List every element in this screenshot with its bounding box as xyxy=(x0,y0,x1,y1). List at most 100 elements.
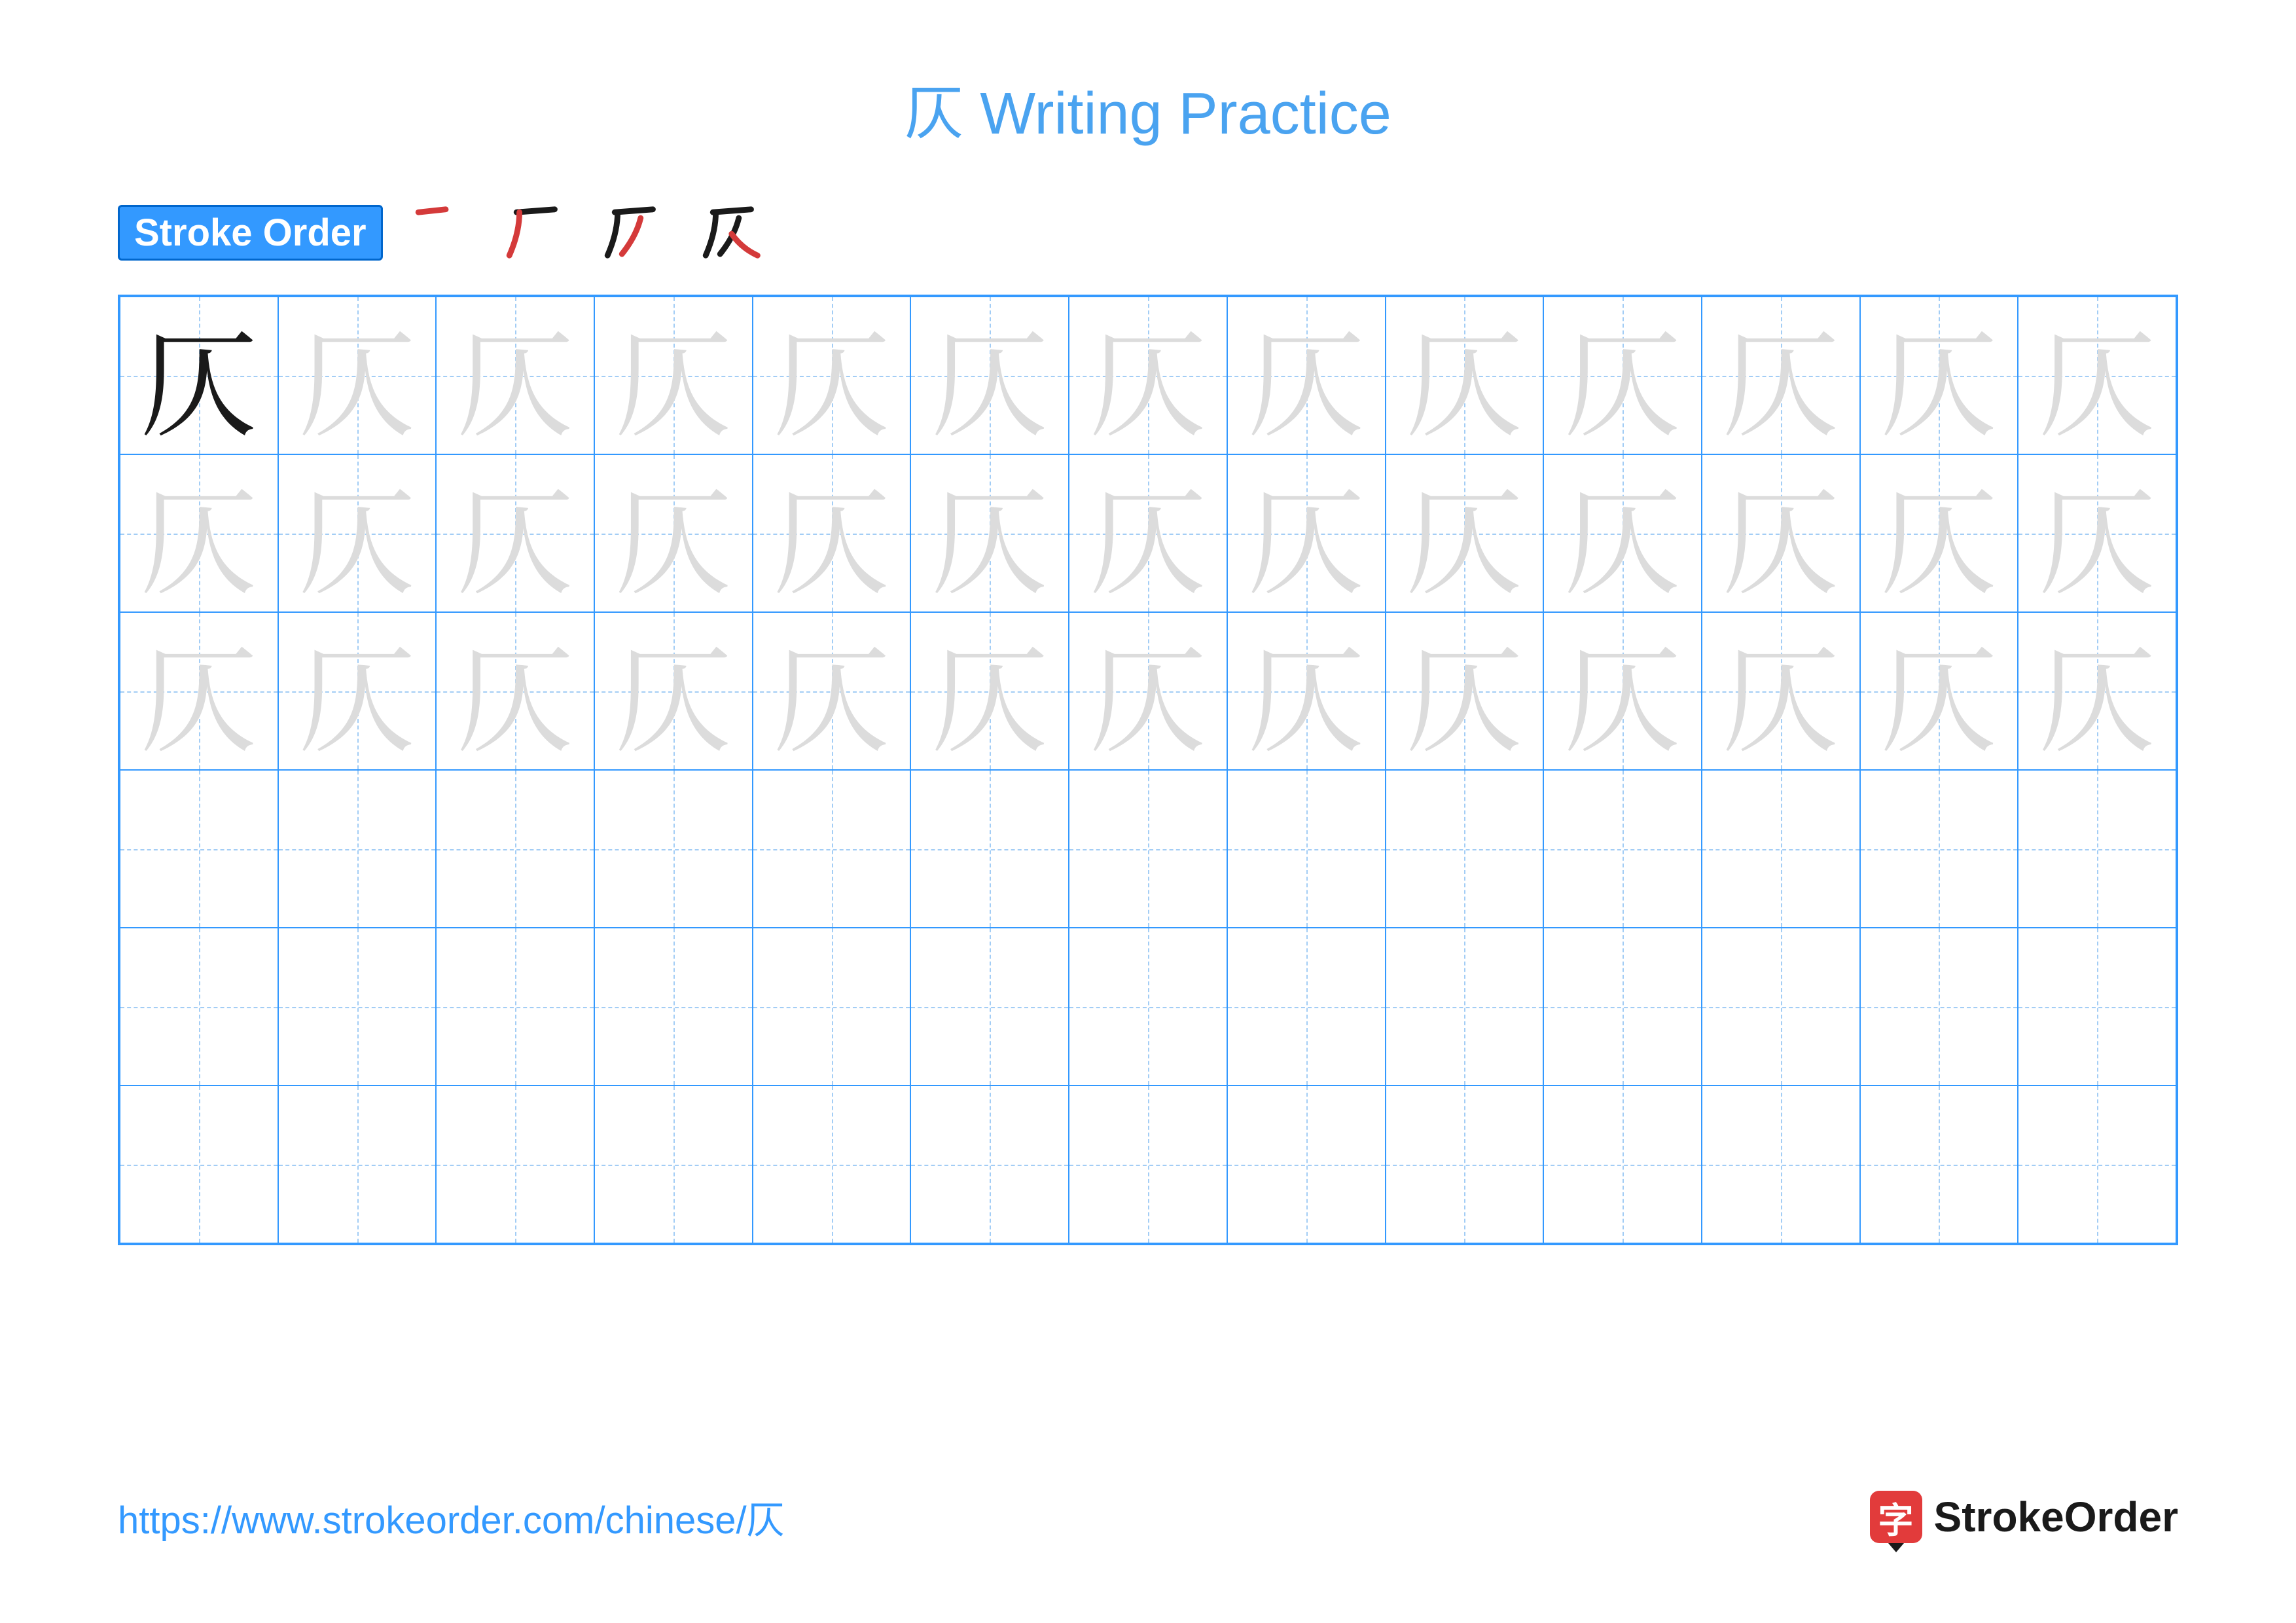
logo-text: StrokeOrder xyxy=(1934,1493,2178,1541)
grid-cell xyxy=(1702,1085,1860,1243)
trace-character: 仄 xyxy=(298,632,416,750)
grid-cell xyxy=(2018,928,2176,1085)
grid-cell xyxy=(753,770,911,928)
grid-cell: 仄 xyxy=(910,454,1069,612)
grid-cell xyxy=(910,1085,1069,1243)
grid-cell: 仄 xyxy=(1386,454,1544,612)
grid-cell xyxy=(120,1085,278,1243)
grid-cell: 仄 xyxy=(1069,454,1227,612)
footer-url: https://www.strokeorder.com/chinese/仄 xyxy=(118,1489,785,1544)
grid-cell: 仄 xyxy=(1069,612,1227,770)
grid-cell: 仄 xyxy=(278,612,437,770)
grid-cell: 仄 xyxy=(1227,454,1386,612)
trace-character: 仄 xyxy=(456,475,574,593)
grid-cell: 仄 xyxy=(594,454,753,612)
grid-cell: 仄 xyxy=(120,454,278,612)
grid-cell xyxy=(1227,770,1386,928)
grid-cell xyxy=(278,770,437,928)
grid-cell: 仄 xyxy=(1227,612,1386,770)
grid-cell xyxy=(594,770,753,928)
trace-character: 仄 xyxy=(1722,475,1840,593)
trace-character: 仄 xyxy=(931,632,1049,750)
grid-cell: 仄 xyxy=(278,297,437,454)
grid-cell xyxy=(436,770,594,928)
trace-character: 仄 xyxy=(615,632,732,750)
grid-cell xyxy=(1702,770,1860,928)
title-character: 仄 xyxy=(905,81,963,147)
trace-character: 仄 xyxy=(1089,632,1207,750)
grid-cell xyxy=(594,928,753,1085)
grid-cell: 仄 xyxy=(436,612,594,770)
grid-cell: 仄 xyxy=(1702,454,1860,612)
title-text: Writing Practice xyxy=(963,81,1391,147)
trace-character: 仄 xyxy=(615,475,732,593)
grid-cell xyxy=(1227,1085,1386,1243)
trace-character: 仄 xyxy=(140,475,258,593)
trace-character: 仄 xyxy=(1247,632,1365,750)
logo-mark: 字 xyxy=(1870,1491,1922,1543)
grid-cell: 仄 xyxy=(2018,297,2176,454)
trace-character: 仄 xyxy=(298,475,416,593)
trace-character: 仄 xyxy=(2038,475,2156,593)
grid-cell xyxy=(1386,770,1544,928)
grid-cell: 仄 xyxy=(120,297,278,454)
grid-cell xyxy=(278,928,437,1085)
trace-character: 仄 xyxy=(140,632,258,750)
stroke-step-4 xyxy=(697,196,769,268)
grid-cell: 仄 xyxy=(1860,297,2018,454)
trace-character: 仄 xyxy=(2038,632,2156,750)
grid-cell xyxy=(1702,928,1860,1085)
grid-cell: 仄 xyxy=(1543,612,1702,770)
grid-cell xyxy=(120,770,278,928)
stroke-order-badge: Stroke Order xyxy=(118,205,383,261)
grid-cell xyxy=(910,928,1069,1085)
grid-cell xyxy=(2018,1085,2176,1243)
trace-character: 仄 xyxy=(1722,632,1840,750)
model-character: 仄 xyxy=(140,317,258,435)
grid-cell xyxy=(278,1085,437,1243)
grid-cell: 仄 xyxy=(1543,454,1702,612)
grid-cell: 仄 xyxy=(1386,297,1544,454)
grid-cell xyxy=(1860,770,2018,928)
grid-cell: 仄 xyxy=(436,454,594,612)
trace-character: 仄 xyxy=(1089,475,1207,593)
grid-cell xyxy=(594,1085,753,1243)
grid-cell: 仄 xyxy=(1069,297,1227,454)
grid-cell xyxy=(1069,770,1227,928)
trace-character: 仄 xyxy=(1880,475,1998,593)
trace-character: 仄 xyxy=(456,317,574,435)
grid-cell: 仄 xyxy=(910,612,1069,770)
grid-cell xyxy=(1543,928,1702,1085)
grid-cell: 仄 xyxy=(436,297,594,454)
trace-character: 仄 xyxy=(1564,475,1681,593)
grid-cell: 仄 xyxy=(1543,297,1702,454)
trace-character: 仄 xyxy=(1089,317,1207,435)
grid-cell: 仄 xyxy=(753,297,911,454)
grid-cell: 仄 xyxy=(594,297,753,454)
grid-cell: 仄 xyxy=(753,612,911,770)
grid-cell xyxy=(1227,928,1386,1085)
page-title: 仄 Writing Practice xyxy=(118,65,2178,151)
trace-character: 仄 xyxy=(773,475,891,593)
trace-character: 仄 xyxy=(1880,317,1998,435)
grid-cell xyxy=(2018,770,2176,928)
grid-cell xyxy=(753,1085,911,1243)
trace-character: 仄 xyxy=(615,317,732,435)
trace-character: 仄 xyxy=(1564,317,1681,435)
grid-cell: 仄 xyxy=(120,612,278,770)
trace-character: 仄 xyxy=(1405,317,1523,435)
grid-cell xyxy=(1543,770,1702,928)
grid-cell xyxy=(1860,928,2018,1085)
grid-cell: 仄 xyxy=(1227,297,1386,454)
grid-cell: 仄 xyxy=(1386,612,1544,770)
trace-character: 仄 xyxy=(456,632,574,750)
trace-character: 仄 xyxy=(298,317,416,435)
grid-cell xyxy=(436,1085,594,1243)
grid-cell: 仄 xyxy=(278,454,437,612)
grid-cell: 仄 xyxy=(2018,454,2176,612)
grid-cell xyxy=(1069,928,1227,1085)
grid-cell: 仄 xyxy=(753,454,911,612)
trace-character: 仄 xyxy=(931,317,1049,435)
trace-character: 仄 xyxy=(1722,317,1840,435)
grid-cell xyxy=(1860,1085,2018,1243)
